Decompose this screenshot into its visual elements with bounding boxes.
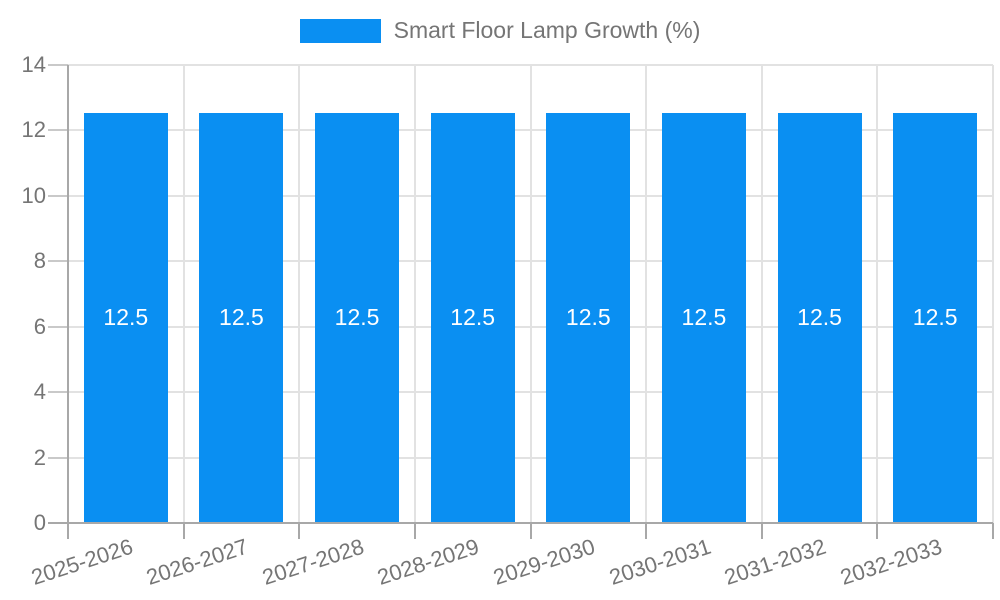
x-tick (645, 523, 648, 539)
bar-value-label: 12.5 (334, 304, 380, 331)
x-tick (413, 523, 416, 539)
x-axis-label: 2025-2026 (27, 533, 136, 590)
x-tick (876, 523, 879, 539)
y-tick (48, 64, 68, 66)
x-tick (298, 523, 301, 539)
y-tick (48, 129, 68, 132)
x-tick (760, 523, 763, 539)
bar-value-label: 12.5 (103, 304, 149, 331)
y-tick (48, 391, 68, 394)
x-axis-label: 2029-2030 (490, 533, 599, 590)
y-tick (48, 194, 68, 197)
bar[interactable]: 12.5 (893, 113, 978, 522)
bar[interactable]: 12.5 (315, 113, 400, 522)
x-tick (67, 523, 69, 539)
bar[interactable]: 12.5 (199, 113, 284, 522)
bar[interactable]: 12.5 (546, 113, 631, 522)
bar[interactable]: 12.5 (777, 113, 862, 522)
y-axis-label: 10 (21, 182, 46, 208)
x-axis-label: 2028-2029 (374, 533, 483, 590)
y-tick (48, 325, 68, 328)
x-tick (992, 523, 994, 539)
bar-value-label: 12.5 (450, 304, 496, 331)
v-gridline (645, 65, 648, 523)
bar-value-label: 12.5 (681, 304, 727, 331)
y-axis-label: 2 (33, 444, 46, 470)
v-gridline (992, 65, 994, 523)
bar[interactable]: 12.5 (430, 113, 515, 522)
v-gridline (529, 65, 532, 523)
bar-value-label: 12.5 (797, 304, 842, 331)
y-tick (48, 456, 68, 459)
legend[interactable]: Smart Floor Lamp Growth (%) (0, 17, 1000, 44)
v-gridline (298, 65, 301, 523)
x-tick (182, 523, 185, 539)
x-axis-label: 2032-2033 (837, 533, 945, 590)
x-axis-label: 2026-2027 (143, 533, 252, 590)
legend-swatch-icon (299, 18, 381, 43)
bar[interactable]: 12.5 (661, 113, 746, 522)
y-tick (48, 260, 68, 263)
v-gridline (876, 65, 879, 523)
bar[interactable]: 12.5 (83, 113, 168, 522)
y-axis-label: 0 (33, 510, 46, 535)
legend-label: Smart Floor Lamp Growth (%) (393, 17, 701, 43)
bar-value-label: 12.5 (565, 304, 611, 331)
y-axis-label: 6 (33, 313, 46, 339)
bar-value-label: 12.5 (912, 304, 958, 331)
y-axis-label: 12 (21, 117, 46, 143)
y-axis-label: 4 (33, 379, 46, 405)
y-axis-line (67, 65, 69, 523)
x-tick (529, 523, 532, 539)
v-gridline (413, 65, 416, 523)
bar-value-label: 12.5 (219, 304, 264, 331)
v-gridline (760, 65, 763, 523)
v-gridline (182, 65, 185, 523)
x-axis-label: 2031-2032 (721, 533, 830, 590)
x-axis-line (48, 522, 993, 524)
y-axis-label: 8 (33, 248, 46, 274)
y-axis-label: 14 (21, 52, 46, 77)
x-axis-label: 2030-2031 (605, 533, 714, 590)
x-axis-label: 2027-2028 (258, 533, 367, 590)
